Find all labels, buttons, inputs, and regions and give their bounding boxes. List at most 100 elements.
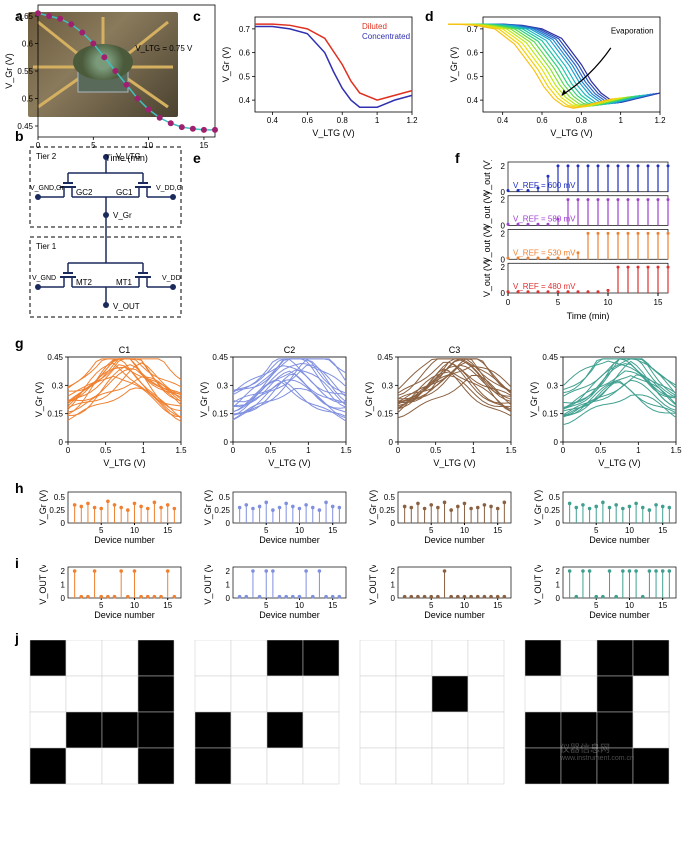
- svg-text:0.45: 0.45: [47, 353, 63, 362]
- svg-text:V_Gr (V): V_Gr (V): [364, 382, 374, 418]
- svg-text:0.5: 0.5: [100, 446, 112, 455]
- svg-text:2: 2: [501, 263, 506, 272]
- svg-text:5: 5: [429, 526, 434, 535]
- svg-text:0: 0: [389, 438, 394, 447]
- svg-text:10: 10: [460, 526, 469, 535]
- panel-h-charts: 00.250.551015Device numberV_Gr (V)00.250…: [0, 490, 685, 545]
- svg-text:0: 0: [61, 594, 66, 603]
- tier1-label: Tier 1: [36, 242, 57, 251]
- svg-text:0.25: 0.25: [379, 506, 395, 515]
- svg-text:5: 5: [91, 141, 96, 150]
- svg-text:0: 0: [506, 298, 511, 307]
- svg-text:0.45: 0.45: [377, 353, 393, 362]
- svg-text:2: 2: [501, 196, 506, 205]
- svg-text:15: 15: [493, 601, 502, 610]
- svg-text:10: 10: [460, 601, 469, 610]
- svg-text:1: 1: [141, 446, 146, 455]
- svg-text:0.25: 0.25: [214, 506, 230, 515]
- svg-text:1: 1: [391, 581, 396, 590]
- svg-text:0.5: 0.5: [467, 72, 479, 81]
- svg-text:0.7: 0.7: [239, 25, 251, 34]
- svg-text:2: 2: [501, 229, 506, 238]
- svg-text:V_Gr (V): V_Gr (V): [368, 490, 378, 525]
- svg-text:0.3: 0.3: [217, 381, 229, 390]
- mt2-label: MT2: [76, 278, 93, 287]
- mt1-label: MT1: [116, 278, 133, 287]
- svg-text:0: 0: [391, 594, 396, 603]
- svg-text:V_REF = 480 mV: V_REF = 480 mV: [513, 282, 576, 291]
- svg-text:V_Gr (V): V_Gr (V): [199, 382, 209, 418]
- svg-text:10: 10: [295, 526, 304, 535]
- svg-text:15: 15: [328, 601, 337, 610]
- svg-text:0.3: 0.3: [52, 381, 64, 390]
- svg-text:10: 10: [295, 601, 304, 610]
- svg-text:1.5: 1.5: [175, 446, 187, 455]
- svg-text:0.4: 0.4: [467, 96, 479, 105]
- svg-text:V_Gr (V): V_Gr (V): [4, 53, 14, 89]
- panel-g-charts: C100.511.500.150.30.45V_LTG (V)V_Gr (V)C…: [0, 345, 685, 470]
- svg-text:V_LTG (V): V_LTG (V): [433, 458, 475, 468]
- svg-text:Evaporation: Evaporation: [611, 27, 654, 36]
- svg-text:1.5: 1.5: [505, 446, 517, 455]
- svg-text:V_OUT (V): V_OUT (V): [203, 565, 213, 605]
- panel-c-chart: 0.40.60.811.20.40.50.60.7V_LTG (V)V_Gr (…: [220, 12, 420, 140]
- vgnd-label: V_GND: [32, 275, 56, 282]
- svg-text:5: 5: [264, 601, 269, 610]
- svg-text:V_Gr (V): V_Gr (V): [34, 382, 44, 418]
- svg-text:0.3: 0.3: [547, 381, 559, 390]
- svg-text:1: 1: [61, 581, 66, 590]
- svg-text:15: 15: [163, 526, 172, 535]
- svg-text:0.6: 0.6: [239, 49, 251, 58]
- svg-text:V_out (V): V_out (V): [482, 160, 492, 196]
- vdd-label: V_DD: [162, 275, 181, 282]
- svg-text:1.2: 1.2: [406, 116, 418, 125]
- svg-text:1: 1: [618, 116, 623, 125]
- svg-text:Device number: Device number: [259, 610, 320, 620]
- svg-text:5: 5: [594, 526, 599, 535]
- svg-text:15: 15: [658, 526, 667, 535]
- svg-text:0.6: 0.6: [22, 40, 34, 49]
- svg-text:15: 15: [493, 526, 502, 535]
- svg-text:0.5: 0.5: [239, 72, 251, 81]
- svg-text:1: 1: [306, 446, 311, 455]
- svg-text:15: 15: [163, 601, 172, 610]
- svg-text:V_REF = 530 mV: V_REF = 530 mV: [513, 248, 576, 257]
- svg-text:5: 5: [264, 526, 269, 535]
- svg-text:0.8: 0.8: [576, 116, 588, 125]
- svg-text:Time (min): Time (min): [567, 311, 610, 321]
- svg-text:5: 5: [429, 601, 434, 610]
- svg-text:V_LTG (V): V_LTG (V): [550, 128, 592, 138]
- svg-text:0.45: 0.45: [17, 122, 33, 131]
- svg-text:0.15: 0.15: [377, 410, 393, 419]
- svg-text:V_LTG (V): V_LTG (V): [598, 458, 640, 468]
- label-d: d: [425, 8, 434, 24]
- svg-text:0: 0: [556, 594, 561, 603]
- vdd-gr-label: V_DD,Gr: [156, 185, 183, 192]
- circuit-diagram: Tier 2 Tier 1 V_LTG GC2 GC1 V_GND,Gr V_D…: [28, 145, 183, 320]
- panel-j-grids: [0, 640, 685, 788]
- svg-text:V_LTG = 0.75 V: V_LTG = 0.75 V: [135, 44, 193, 53]
- svg-text:V_LTG (V): V_LTG (V): [268, 458, 310, 468]
- svg-text:Device number: Device number: [94, 535, 155, 545]
- svg-text:V_LTG (V): V_LTG (V): [312, 128, 354, 138]
- gc2-label: GC2: [76, 188, 93, 197]
- svg-text:0.4: 0.4: [267, 116, 279, 125]
- svg-text:0.4: 0.4: [239, 96, 251, 105]
- svg-text:V_OUT (V): V_OUT (V): [368, 565, 378, 605]
- svg-text:10: 10: [130, 601, 139, 610]
- svg-text:1.5: 1.5: [340, 446, 352, 455]
- svg-text:1: 1: [636, 446, 641, 455]
- svg-text:2: 2: [556, 567, 561, 576]
- svg-text:V_LTG (V): V_LTG (V): [103, 458, 145, 468]
- svg-text:2: 2: [61, 567, 66, 576]
- svg-text:0.6: 0.6: [467, 49, 479, 58]
- svg-text:0.5: 0.5: [219, 493, 231, 502]
- svg-text:Device number: Device number: [259, 535, 320, 545]
- svg-text:Device number: Device number: [589, 535, 650, 545]
- svg-text:1: 1: [556, 581, 561, 590]
- gc1-label: GC1: [116, 188, 133, 197]
- label-f: f: [455, 150, 460, 166]
- svg-text:2: 2: [501, 162, 506, 171]
- svg-text:0.5: 0.5: [54, 493, 66, 502]
- panel-d-chart: 0.40.60.811.20.40.50.60.7V_LTG (V)V_Gr (…: [448, 12, 668, 140]
